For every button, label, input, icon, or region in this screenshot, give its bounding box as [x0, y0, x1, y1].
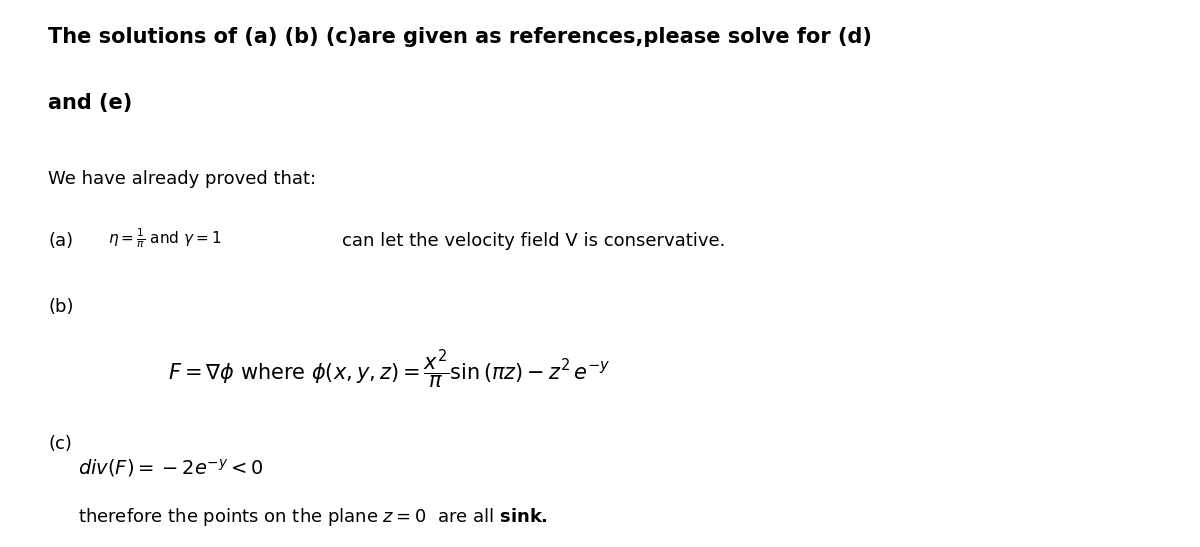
Text: (b): (b)	[48, 298, 73, 316]
Text: We have already proved that:: We have already proved that:	[48, 170, 316, 188]
Text: $\eta = \frac{1}{\pi}$ and $\gamma = 1$: $\eta = \frac{1}{\pi}$ and $\gamma = 1$	[108, 227, 222, 251]
Text: therefore the points on the plane $z = 0$  are all $\mathbf{sink.}$: therefore the points on the plane $z = 0…	[78, 506, 548, 528]
Text: The solutions of (a) (b) (c)are given as references,please solve for (d): The solutions of (a) (b) (c)are given as…	[48, 27, 872, 48]
Text: (a): (a)	[48, 232, 73, 251]
Text: $F = \nabla\phi$ where $\phi\left(x, y, z\right) = \dfrac{x^2}{\pi}\sin\left(\pi: $F = \nabla\phi$ where $\phi\left(x, y, …	[168, 347, 611, 391]
Text: (c): (c)	[48, 435, 72, 453]
Text: can let the velocity field V is conservative.: can let the velocity field V is conserva…	[342, 232, 725, 251]
Text: $\mathit{div}(F) = -2e^{-y} < 0$: $\mathit{div}(F) = -2e^{-y} < 0$	[78, 457, 264, 479]
Text: and (e): and (e)	[48, 93, 132, 113]
